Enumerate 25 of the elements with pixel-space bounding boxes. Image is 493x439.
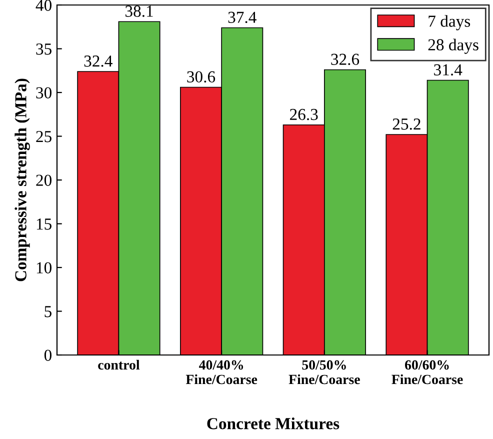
- data-label: 31.4: [434, 64, 462, 76]
- legend-label: 28 days: [428, 38, 478, 54]
- x-tick-label: 60/60% Fine/Coarse: [392, 360, 463, 384]
- data-label: 38.1: [126, 6, 153, 17]
- data-label: 37.4: [228, 12, 256, 24]
- data-label: 32.6: [331, 54, 360, 66]
- data-label: 32.4: [84, 56, 112, 67]
- data-label: 26.3: [290, 108, 318, 120]
- data-label: 25.2: [392, 118, 420, 130]
- data-label: 30.6: [187, 71, 216, 83]
- y-tick-label: 40: [36, 0, 52, 11]
- y-tick-label: 10: [36, 262, 52, 274]
- y-tick-label: 30: [36, 87, 52, 98]
- x-tick-label: 40/40% Fine/Coarse: [186, 360, 258, 384]
- y-tick-label: 25: [36, 130, 52, 142]
- legend-label: 7 days: [428, 15, 470, 30]
- y-tick-label: 20: [36, 174, 52, 186]
- y-tick-label: 0: [44, 350, 52, 361]
- y-tick-label: 35: [36, 43, 52, 55]
- y-axis-title: Compressive strength (MPa): [14, 78, 30, 282]
- y-tick-label: 5: [44, 306, 52, 318]
- x-tick-label: control: [98, 360, 140, 370]
- x-tick-label: 50/50% Fine/Coarse: [288, 360, 360, 384]
- y-tick-label: 15: [36, 218, 52, 230]
- x-axis-title: Concrete Mixtures: [207, 418, 340, 430]
